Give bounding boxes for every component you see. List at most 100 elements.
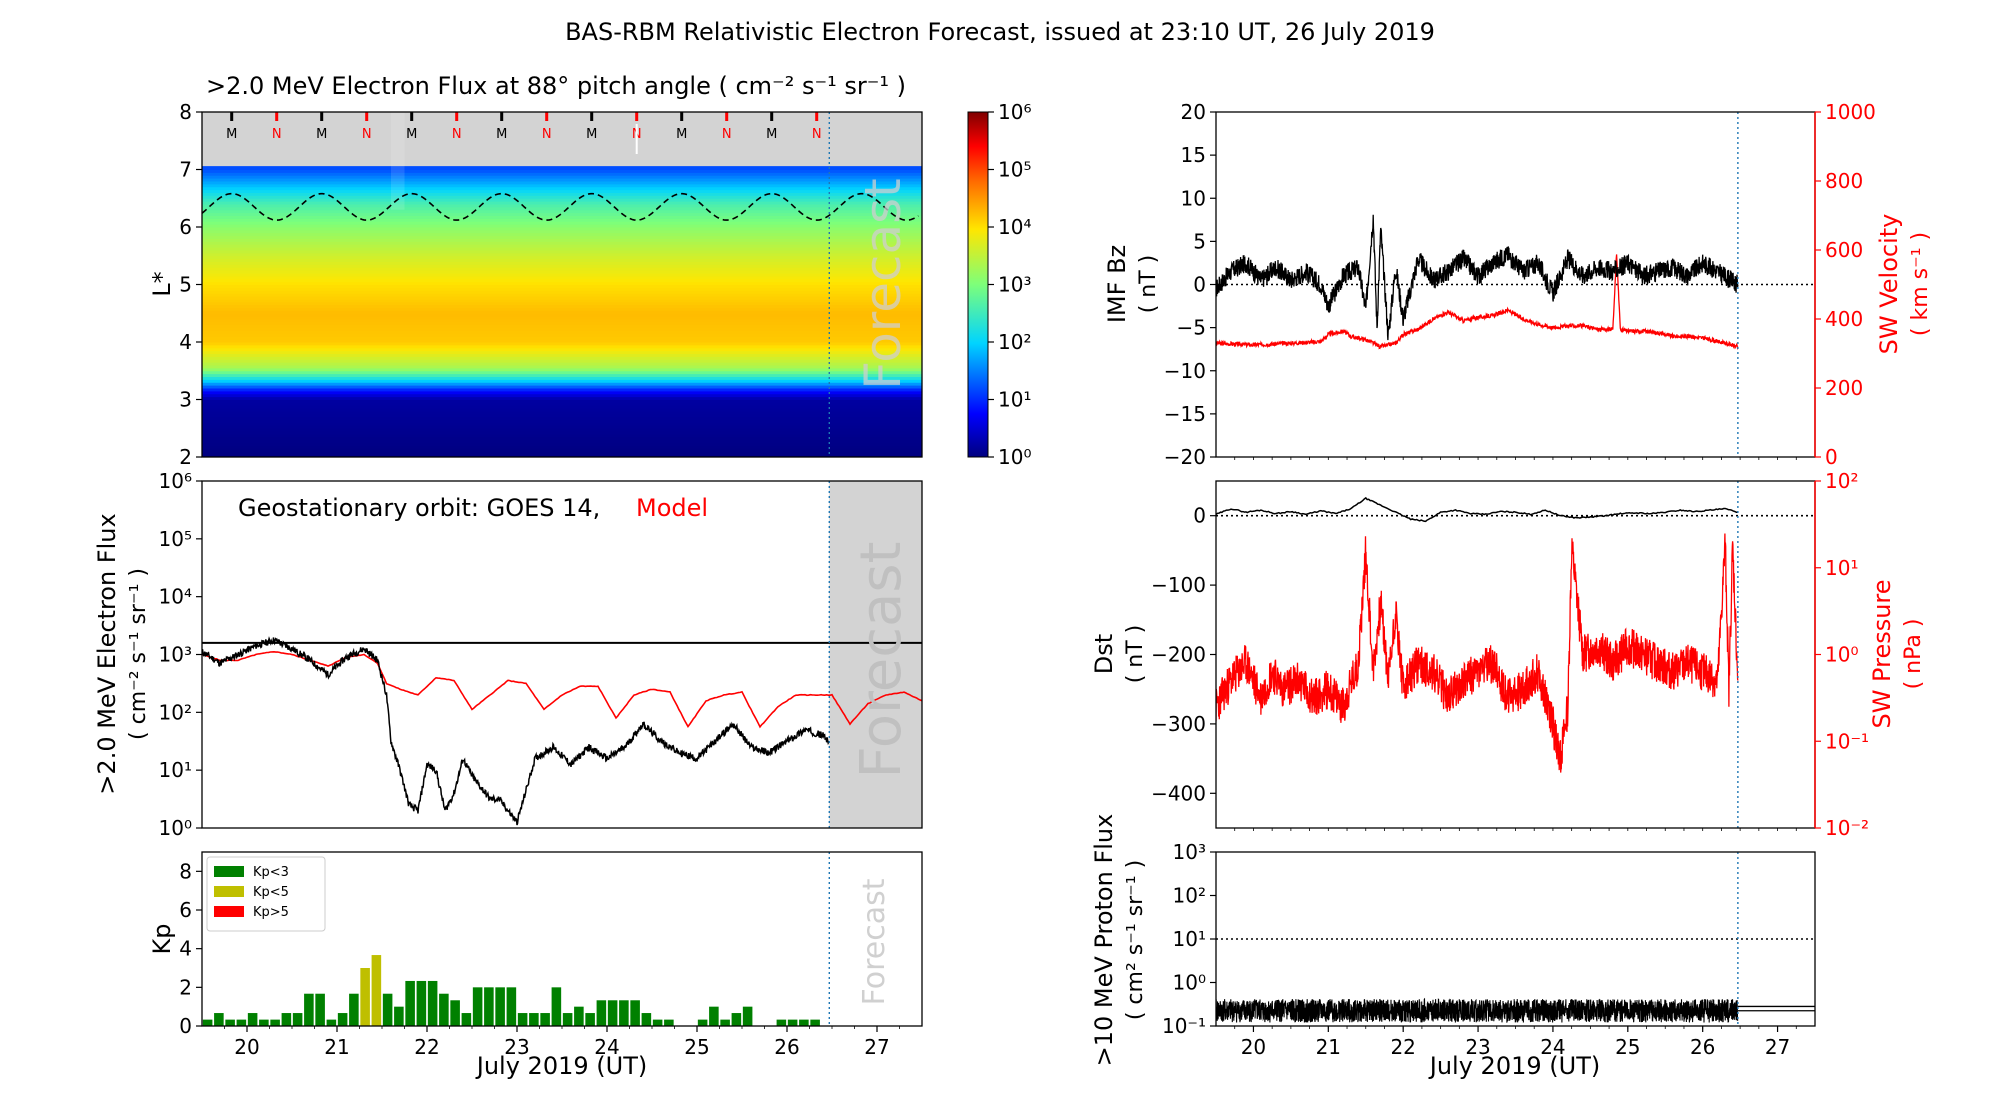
kp-y-tick-label: 8 (179, 859, 192, 883)
sw-velocity-ylabel: SW Velocity (1875, 214, 1903, 355)
kp-bar (630, 1000, 640, 1026)
proton-ylabel-units: ( cm² s⁻¹ sr⁻¹ ) (1123, 860, 1148, 1020)
lstar-heat-band (202, 453, 922, 457)
lstar-heat-band (202, 367, 922, 372)
mlt-marker-label: M (586, 127, 597, 142)
kp-bar (450, 1000, 460, 1026)
colorbar-tick-label: 10⁵ (998, 158, 1031, 182)
lstar-heat-band (202, 445, 922, 449)
lstar-heat-band (202, 384, 922, 389)
lstar-heat-band (202, 330, 922, 334)
lstar-heat-band (202, 246, 922, 251)
kp-bar (247, 1013, 258, 1026)
lstar-heat-band (202, 295, 922, 300)
colorbar-tick-label: 10⁶ (998, 100, 1031, 124)
geo-y-tick-label: 10⁰ (159, 816, 192, 840)
mlt-marker-label: N (812, 127, 822, 142)
kp-bar (427, 980, 438, 1026)
x-tick-label: 25 (1615, 1035, 1640, 1059)
mlt-marker-label: M (226, 127, 237, 142)
kp-legend-swatch-high (214, 906, 244, 917)
geo-forecast-label: Forecast (849, 542, 914, 779)
imf-y-tick-label: 20 (1181, 100, 1206, 124)
proton-y-tick-label: 10⁰ (1173, 971, 1206, 995)
dst-plot-area (1216, 481, 1815, 828)
lstar-heat-band (202, 192, 922, 196)
kp-bar (787, 1019, 798, 1026)
sw-pressure-y-tick-label: 10⁻² (1825, 816, 1869, 840)
lstar-heat-band (202, 376, 922, 380)
imf-y-tick-label: 0 (1193, 273, 1206, 297)
lstar-heat-band (202, 292, 922, 297)
lstar-heatmap (202, 112, 922, 457)
lstar-heat-band (202, 312, 922, 317)
kp-bar (664, 1019, 674, 1026)
lstar-panel: >2.0 MeV Electron Flux at 88° pitch angl… (148, 72, 1031, 469)
lstar-y-tick-label: 2 (179, 445, 192, 469)
kp-y-axis: 0 2 4 6 8 (179, 859, 202, 1038)
lstar-heat-band (202, 226, 922, 231)
lstar-heat-band (202, 427, 922, 432)
x-tick-label: 27 (1765, 1035, 1790, 1059)
kp-bar (472, 987, 483, 1026)
colorbar-tick-label: 10⁴ (998, 215, 1031, 239)
lstar-heat-band (202, 217, 922, 222)
sw-pressure-ylabel-units: ( nPa ) (1901, 619, 1926, 690)
lstar-heat-band (202, 206, 922, 211)
kp-bar (337, 1013, 348, 1026)
kp-bar (495, 987, 505, 1026)
kp-bar (776, 1019, 787, 1026)
x-tick-label: 22 (1390, 1035, 1415, 1059)
lstar-heat-band (202, 442, 922, 446)
kp-bar (697, 1019, 708, 1026)
lstar-heat-band (202, 419, 922, 423)
imf-ylabel: IMF Bz (1103, 245, 1131, 323)
geo-model-line (202, 650, 922, 729)
lstar-ylabel: L* (148, 271, 176, 296)
colorbar-tick-label: 10¹ (998, 388, 1031, 412)
mlt-marker-label: M (316, 127, 327, 142)
x-tick-label: 20 (234, 1035, 259, 1059)
proton-y-tick-label: 10⁻¹ (1162, 1014, 1206, 1038)
lstar-heat-band (202, 263, 922, 268)
kp-bar (214, 1013, 224, 1026)
lstar-heat-band (202, 223, 922, 228)
imf-ylabel-units: ( nT ) (1136, 255, 1161, 314)
lstar-heat-band (202, 387, 922, 392)
kp-bar (799, 1019, 809, 1026)
kp-y-tick-label: 6 (179, 898, 192, 922)
lstar-heat-band (202, 249, 922, 254)
geo-forecast-shade (829, 481, 922, 828)
proton-frame (1215, 851, 1816, 1027)
proton-y-tick-label: 10¹ (1173, 927, 1206, 951)
x-tick-label: 24 (1540, 1035, 1565, 1059)
sw-velocity-line (1216, 254, 1739, 351)
x-tick-label: 21 (324, 1035, 349, 1059)
dst-line (1216, 496, 1738, 523)
lstar-heat-band (202, 266, 922, 271)
lstar-heat-band (202, 355, 922, 360)
kp-bar (236, 1019, 247, 1026)
proton-y-tick-label: 10³ (1173, 840, 1206, 864)
lstar-y-tick-label: 6 (179, 215, 192, 239)
kp-bar (304, 993, 314, 1026)
geo-goes-line (202, 636, 830, 826)
geo-plot-area (202, 481, 922, 828)
proton-ylabel: >10 MeV Proton Flux (1090, 814, 1118, 1067)
kp-bar (585, 1013, 595, 1026)
lstar-heat-band (202, 373, 922, 377)
colorbar-tick-label: 10⁰ (998, 445, 1031, 469)
mlt-marker-label: N (272, 127, 282, 142)
proton-plot-area (1216, 852, 1815, 1026)
lstar-heat-band (202, 272, 922, 277)
kp-bar (810, 1019, 820, 1026)
geo-legend-model: Model (636, 494, 708, 522)
kp-bar (607, 1000, 618, 1026)
proton-flux-line (1216, 997, 1739, 1023)
mlt-marker-label: N (542, 127, 552, 142)
mlt-marker-label: N (452, 127, 462, 142)
sw-velocity-ylabel-units: ( km s⁻¹ ) (1908, 232, 1933, 336)
dst-ylabel-units: ( nT ) (1123, 625, 1148, 684)
